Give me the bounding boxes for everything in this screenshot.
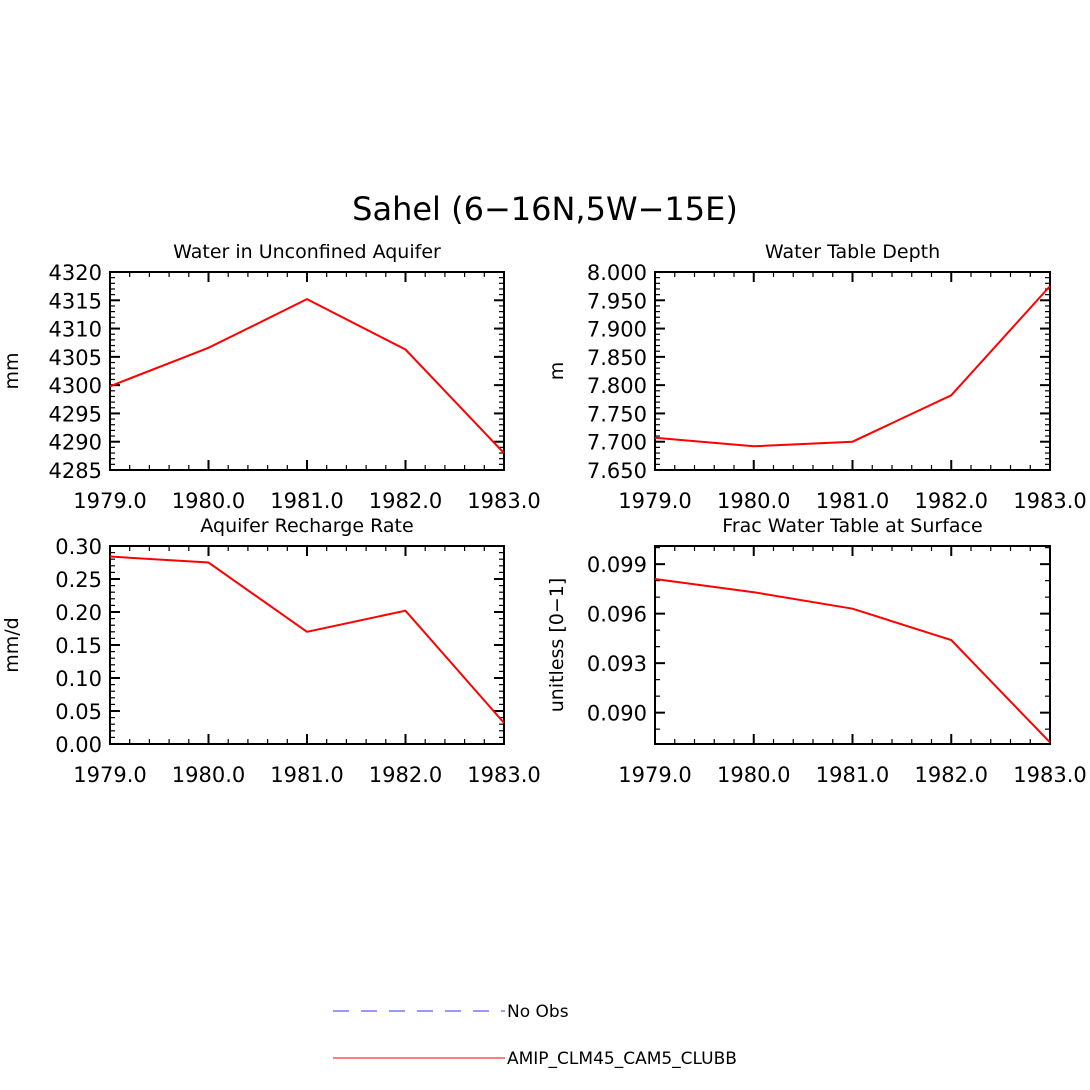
x-tick-label: 1983.0 [467,763,540,787]
legend: No Obs AMIP_CLM45_CAM5_CLUBB [333,1002,737,1069]
x-tick-label: 1979.0 [618,763,691,787]
y-tick-label: 7.900 [587,318,647,342]
chart-title: Water in Unconfined Aquifer [173,241,441,263]
y-tick-label: 0.096 [587,603,647,627]
chart-title: Water Table Depth [765,241,940,263]
y-tick-label: 0.05 [55,700,102,724]
y-tick-label: 0.25 [55,568,102,592]
y-axis-label: m [546,362,568,381]
y-tick-label: 7.950 [587,289,647,313]
series-line-water-table-depth [654,285,1051,448]
y-axis-label: mm/d [1,617,23,672]
y-tick-label: 0.090 [587,702,647,726]
x-tick-label: 1983.0 [467,489,540,513]
x-tick-label: 1980.0 [717,763,790,787]
x-tick-label: 1983.0 [1013,763,1086,787]
y-tick-label: 4320 [49,261,102,285]
y-tick-label: 4300 [49,374,102,398]
plot-frame [654,271,1051,471]
x-tick-label: 1979.0 [73,763,146,787]
plot-frame [109,545,505,745]
figure-title: Sahel (6−16N,5W−15E) [352,190,738,228]
y-tick-label: 7.850 [587,346,647,370]
y-tick-label: 4315 [49,289,102,313]
y-tick-label: 0.00 [55,733,102,757]
series-line-frac-water-table-surface [654,578,1051,744]
y-tick-label: 0.15 [55,634,102,658]
legend-label-model: AMIP_CLM45_CAM5_CLUBB [507,1049,737,1069]
x-tick-label: 1980.0 [717,489,790,513]
x-tick-label: 1982.0 [915,489,988,513]
x-tick-label: 1980.0 [172,763,245,787]
y-tick-label: 7.750 [587,402,647,426]
chart-title: Aquifer Recharge Rate [200,515,413,537]
x-tick-label: 1983.0 [1013,489,1086,513]
y-axis-label: unitless [0−1] [546,578,568,713]
chart-water-unconfined-aquifer: Water in Unconfined Aquifer mm 1979.0 1980.… [1,241,541,513]
x-tick-label: 1982.0 [915,763,988,787]
x-tick-label: 1979.0 [73,489,146,513]
chart-title: Frac Water Table at Surface [722,515,982,537]
y-tick-label: 4305 [49,346,102,370]
y-tick-label: 4285 [49,459,102,483]
chart-aquifer-recharge-rate: Aquifer Recharge Rate mm/d 1979.0 1980.0 198… [1,515,541,787]
series-line-aquifer-recharge-rate [109,555,505,724]
x-tick-label: 1981.0 [816,763,889,787]
x-tick-label: 1981.0 [270,763,343,787]
x-tick-label: 1980.0 [172,489,245,513]
y-tick-label: 7.800 [587,374,647,398]
chart-frac-water-table-surface: Frac Water Table at Surface unitless [0−1… [546,515,1087,787]
legend-label-no-obs: No Obs [507,1002,569,1022]
y-tick-label: 0.30 [55,535,102,559]
y-tick-label: 7.700 [587,431,647,455]
y-tick-label: 0.10 [55,667,102,691]
y-axis-label: mm [1,352,23,389]
y-tick-label: 4290 [49,431,102,455]
series-line-water-unconfined-aquifer [109,298,505,454]
y-tick-label: 0.20 [55,601,102,625]
y-tick-label: 8.000 [587,261,647,285]
x-tick-label: 1982.0 [369,489,442,513]
x-tick-label: 1979.0 [618,489,691,513]
y-tick-label: 0.093 [587,652,647,676]
x-tick-label: 1981.0 [816,489,889,513]
plot-frame [109,271,505,471]
chart-panels: Water in Unconfined Aquifer mm 1979.0 1980.… [1,241,1087,787]
y-tick-label: 0.099 [587,553,647,577]
y-tick-label: 4295 [49,402,102,426]
y-tick-label: 7.650 [587,459,647,483]
chart-water-table-depth: Water Table Depth m 1979.0 1980.0 1981.0 1982… [546,241,1087,513]
plot-frame [654,545,1051,745]
x-tick-label: 1981.0 [270,489,343,513]
y-tick-label: 4310 [49,318,102,342]
x-tick-label: 1982.0 [369,763,442,787]
